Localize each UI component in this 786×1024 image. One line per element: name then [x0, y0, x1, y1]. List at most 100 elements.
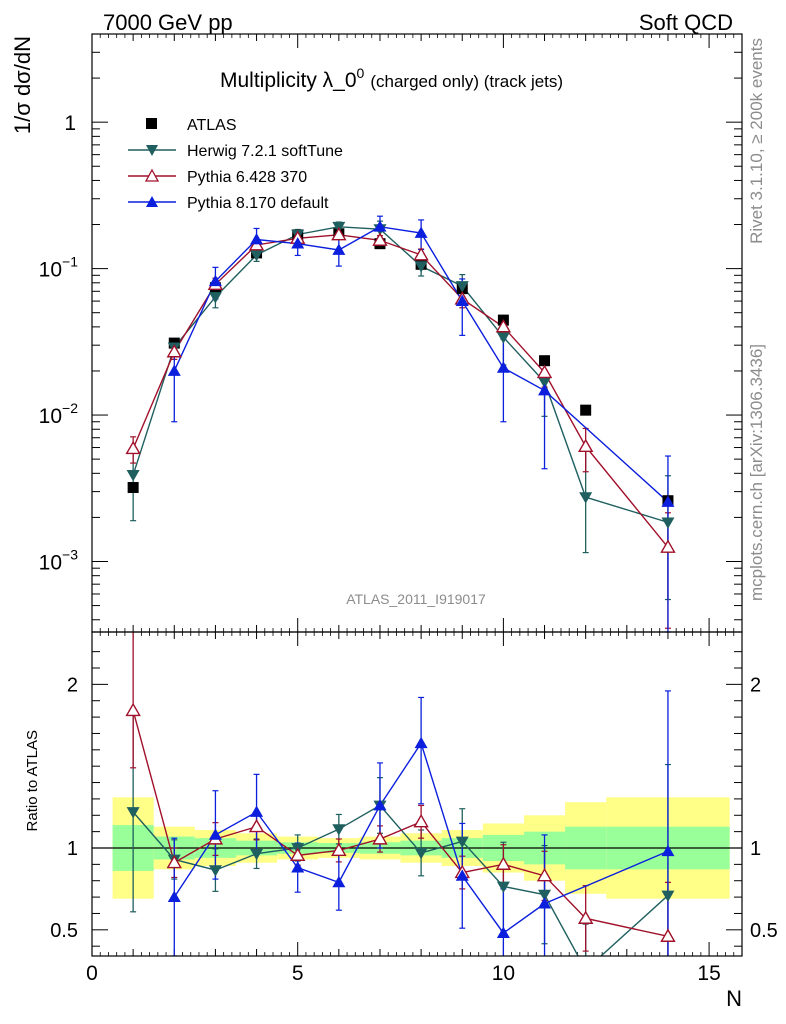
- chart-title: Multiplicity λ_00 (charged only) (track j…: [220, 65, 563, 92]
- ratio-point-herwig: [414, 848, 428, 860]
- data-point-p8: [208, 274, 222, 287]
- data-point-p8: [538, 384, 552, 396]
- ratio-point-p6: [125, 702, 141, 717]
- data-point-p6: [372, 232, 388, 246]
- ratio-tick-label-right: 1: [750, 838, 761, 860]
- ratio-tick-label-left: 0.5: [50, 920, 78, 942]
- data-point-p6: [125, 440, 141, 455]
- data-point-herwig: [208, 292, 222, 304]
- data-point-p8: [332, 243, 346, 255]
- y-tick-base: 10: [39, 551, 62, 574]
- data-point-p6: [166, 343, 182, 358]
- ratio-point-p6: [660, 928, 676, 942]
- ratio-point-p8: [332, 875, 346, 888]
- header-right: Soft QCD: [639, 10, 733, 35]
- main-series: [125, 215, 676, 633]
- data-point-herwig: [414, 261, 428, 273]
- series-line-herwig: [132, 226, 669, 524]
- y-axis-label: 1/σ dσ/dN: [10, 36, 35, 134]
- data-point-herwig: [250, 250, 264, 262]
- data-point-p6: [331, 226, 347, 241]
- ratio-series: [125, 632, 676, 956]
- chart-title-sub: (charged only) (track jets): [370, 72, 563, 91]
- ratio-point-p8: [208, 828, 222, 840]
- data-point-p8: [661, 495, 675, 507]
- ratio-point-herwig: [126, 807, 140, 819]
- ratio-point-p8: [291, 861, 305, 873]
- ratio-series-clip: [125, 632, 676, 956]
- legend-marker-p6: [144, 168, 160, 182]
- ratio-point-p8: [538, 897, 552, 909]
- ratio-point-herwig: [250, 848, 264, 861]
- x-tick-label: 15: [697, 962, 720, 985]
- ratio-point-p6: [372, 831, 388, 845]
- data-point-p8: [291, 237, 305, 249]
- ratio-point-p8: [250, 805, 264, 817]
- x-tick-label: 5: [292, 962, 304, 985]
- data-point-herwig: [538, 377, 552, 389]
- y-tick-label: 10−3: [39, 546, 79, 574]
- ratio-point-herwig: [538, 889, 552, 902]
- axes-ticks: [91, 33, 743, 956]
- data-point-atlas: [539, 355, 551, 367]
- chart-title-main: Multiplicity λ_0: [220, 69, 357, 92]
- data-point-atlas: [580, 404, 592, 416]
- x-tick-label: 10: [492, 962, 515, 985]
- analysis-watermark: ATLAS_2011_I919017: [346, 591, 486, 607]
- ratio-y-axis-label: Ratio to ATLAS: [24, 730, 41, 831]
- data-point-p8: [455, 294, 469, 306]
- ratio-point-p6: [495, 856, 512, 870]
- ratio-point-p6: [289, 847, 306, 861]
- legend-label-p6: Pythia 6.428 370: [187, 169, 307, 186]
- legend-marker-atlas: [146, 118, 157, 129]
- y-tick-exponent: −3: [62, 546, 78, 562]
- ratio-point-p6: [577, 910, 594, 924]
- legend-marker-herwig: [146, 145, 158, 156]
- ratio-point-p8: [496, 926, 510, 938]
- y-tick-label: 10−2: [39, 400, 79, 428]
- ratio-point-p8: [167, 890, 181, 902]
- ratio-point-herwig: [332, 824, 346, 836]
- ratio-point-herwig: [496, 881, 510, 893]
- ratio-point-p6: [248, 818, 265, 833]
- y-tick-label: 1: [64, 112, 76, 135]
- ratio-point-herwig: [208, 865, 222, 877]
- legend-marker-p8: [146, 196, 158, 207]
- x-axis-label: N: [726, 986, 742, 1011]
- legend-label-p8: Pythia 8.170 default: [187, 195, 329, 212]
- data-point-p8: [167, 364, 181, 376]
- data-point-herwig: [496, 332, 510, 344]
- legend-label-herwig: Herwig 7.2.1 softTune: [187, 143, 343, 160]
- data-point-herwig: [455, 281, 469, 293]
- ratio-tick-label-right: 2: [750, 674, 761, 696]
- ratio-point-p8: [455, 869, 469, 881]
- ratio-point-p8: [373, 798, 387, 811]
- ratio-plot-frame: [91, 631, 743, 957]
- x-tick-label: 0: [86, 962, 98, 985]
- ratio-point-herwig: [455, 836, 469, 848]
- ratio-point-p6: [536, 867, 553, 882]
- chart-title-sup: 0: [357, 65, 365, 81]
- legend-label-atlas: ATLAS: [187, 117, 237, 134]
- data-point-p8: [414, 226, 428, 238]
- ratio-point-p6: [331, 842, 347, 857]
- data-point-p8: [373, 220, 387, 232]
- legend: ATLAS Herwig 7.2.1 softTune Pythia 6.428…: [128, 117, 343, 212]
- ratio-point-p8: [661, 844, 675, 857]
- ratio-point-p6: [166, 854, 182, 869]
- header-left: 7000 GeV pp: [103, 10, 233, 35]
- ratio-point-p6: [413, 813, 429, 828]
- data-point-p6: [577, 438, 594, 453]
- ratio-tick-label-left: 2: [67, 674, 78, 696]
- data-point-herwig: [661, 517, 675, 529]
- y-tick-exponent: −2: [62, 400, 78, 416]
- data-point-p6: [495, 318, 512, 333]
- y-tick-exponent: −1: [62, 254, 78, 270]
- y-tick-base: 10: [39, 259, 62, 282]
- reference-info: mcplots.cern.ch [arXiv:1306.3436]: [747, 344, 766, 601]
- ratio-tick-label-right: 0.5: [750, 920, 778, 942]
- data-point-herwig: [126, 470, 140, 482]
- ratio-point-herwig: [661, 890, 675, 902]
